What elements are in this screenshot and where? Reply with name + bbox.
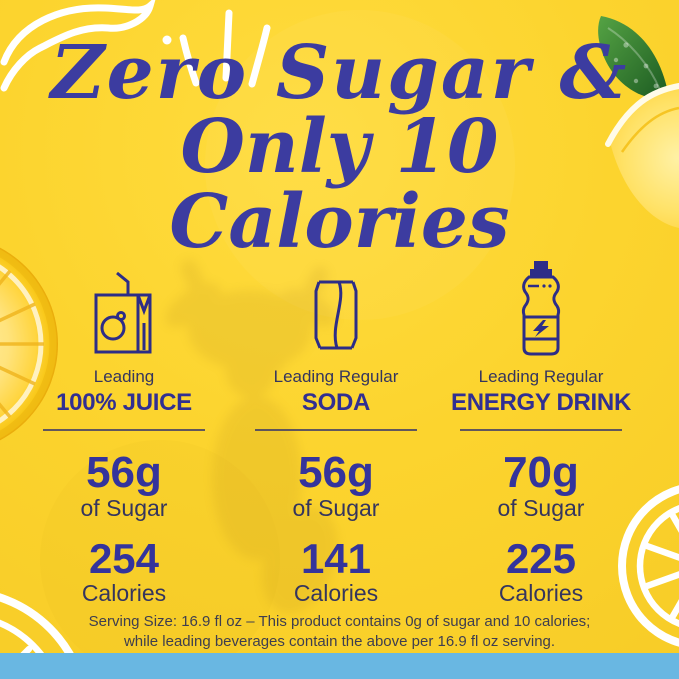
sugar-amount: 70g <box>503 448 579 497</box>
calories-amount: 254 <box>88 534 160 582</box>
category-qualifier: Leading Regular <box>273 367 399 386</box>
category-name: 100% JUICE <box>56 389 192 416</box>
calories-label: Calories <box>81 579 167 606</box>
comparison-section: Leading 100% JUICE 56g of Sugar 254 Calo… <box>0 257 679 604</box>
juice-box-icon <box>29 257 219 357</box>
category-name: ENERGY DRINK <box>451 389 631 416</box>
soda-can-icon <box>241 257 431 357</box>
category-name: SODA <box>301 389 371 416</box>
column-divider <box>460 429 622 431</box>
sugar-label: of Sugar <box>292 494 380 521</box>
headline-line-2: Only 10 Calories <box>169 103 510 266</box>
sugar-amount: 56g <box>298 448 374 497</box>
sugar-amount: 56g <box>86 448 162 497</box>
energy-drink-bottle-icon <box>446 257 636 357</box>
column-divider <box>43 429 205 431</box>
calories-label: Calories <box>293 579 379 606</box>
headline: Zero Sugar & Only 10 Calories <box>0 30 679 266</box>
calories-amount: 225 <box>505 534 577 582</box>
comparison-column-soda: Leading Regular SODA 56g of Sugar 141 Ca… <box>241 257 431 605</box>
disclaimer-line-2: while leading beverages contain the abov… <box>123 632 556 650</box>
sugar-label: of Sugar <box>497 494 585 521</box>
category-qualifier: Leading <box>93 367 155 386</box>
column-divider <box>255 429 417 431</box>
calories-amount: 141 <box>300 534 372 582</box>
serving-size-disclaimer: Serving Size: 16.9 fl oz – This product … <box>0 612 679 651</box>
category-qualifier: Leading Regular <box>478 367 604 386</box>
sugar-label: of Sugar <box>80 494 168 521</box>
comparison-column-energy-drink: Leading Regular ENERGY DRINK 70g of Suga… <box>446 257 636 605</box>
bottom-bar <box>0 653 679 679</box>
calories-label: Calories <box>498 579 584 606</box>
headline-line-1: Zero Sugar & <box>50 30 629 116</box>
disclaimer-line-1: Serving Size: 16.9 fl oz – This product … <box>88 613 591 630</box>
comparison-column-juice: Leading 100% JUICE 56g of Sugar 254 Calo… <box>29 257 219 605</box>
